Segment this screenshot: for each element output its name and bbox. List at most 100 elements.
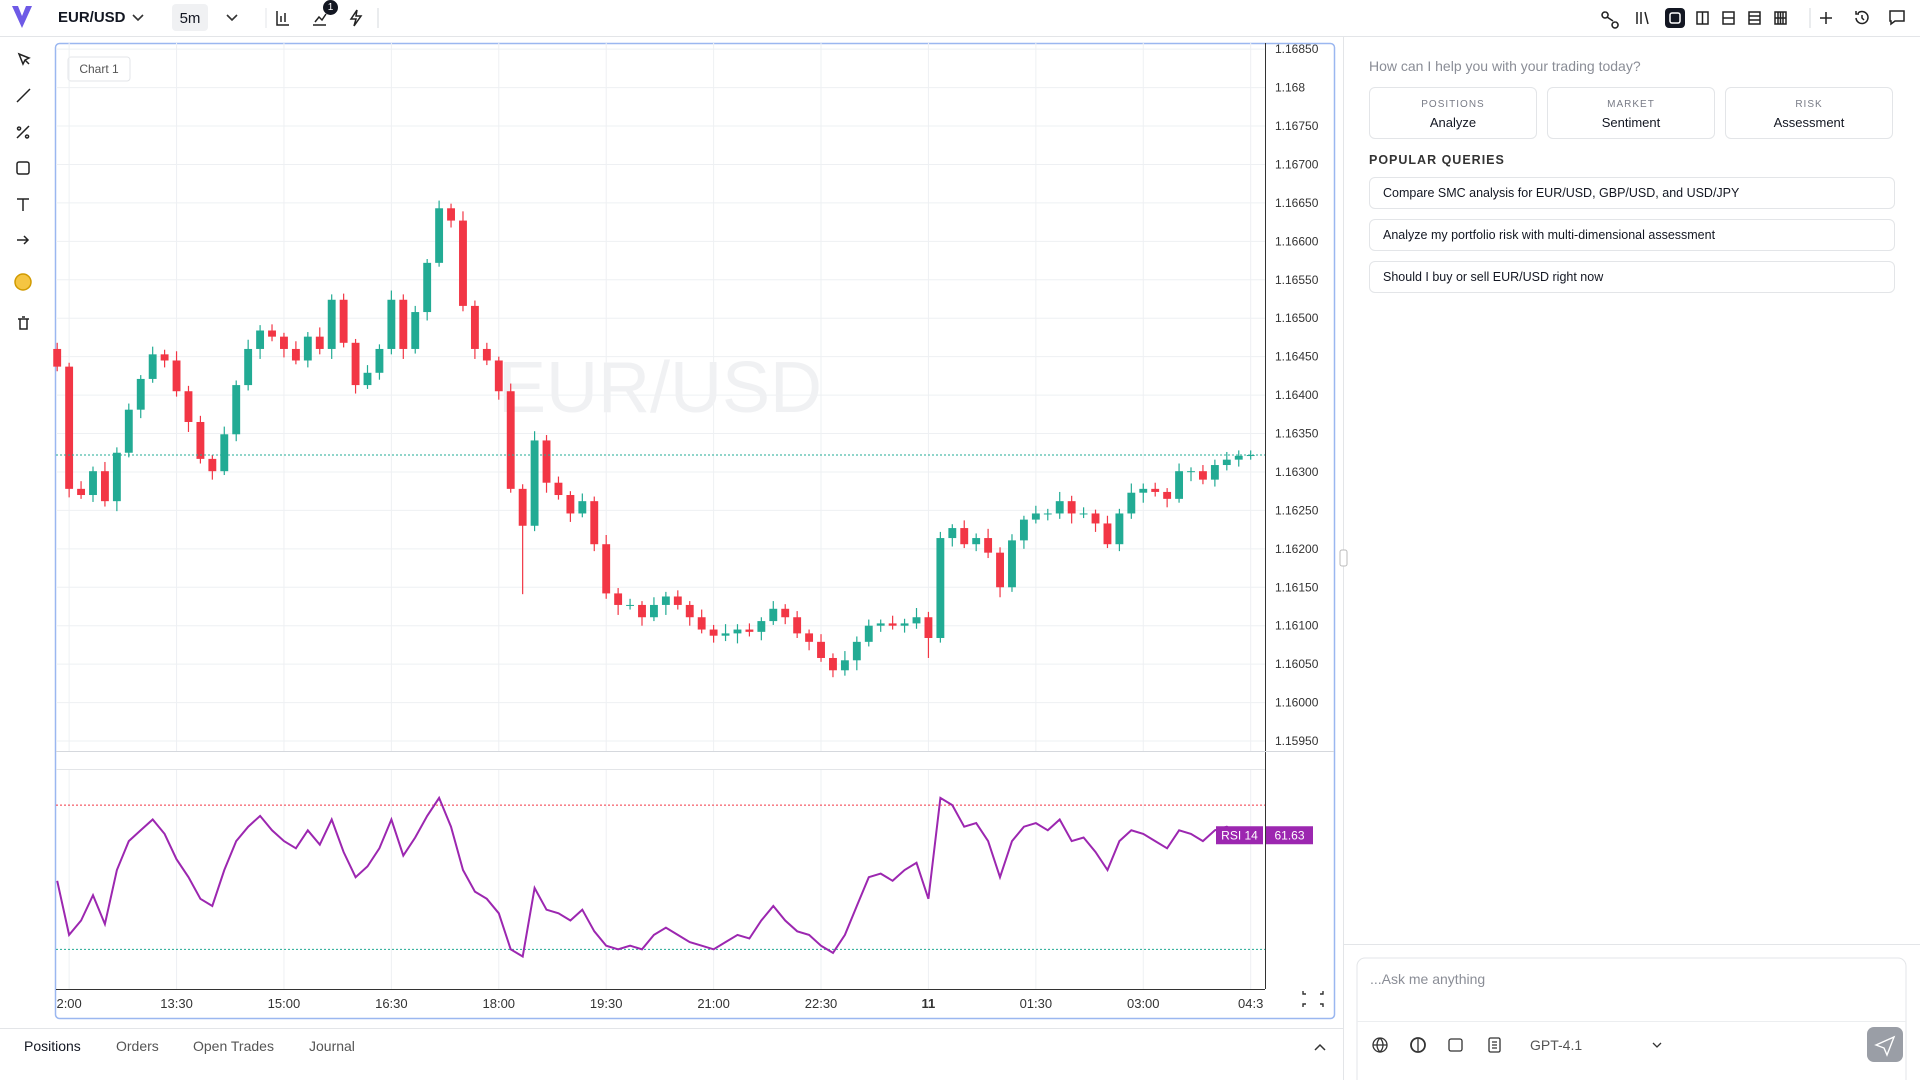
candle-body (232, 385, 241, 435)
drawing-tools (14, 52, 32, 330)
y-tick-label: 1.16100 (1275, 619, 1319, 633)
tab[interactable]: Orders (116, 1038, 159, 1054)
card[interactable]: RISK Assessment (1725, 87, 1893, 139)
interval[interactable]: 5m (179, 10, 201, 27)
card[interactable]: POSITIONS Analyze (1369, 87, 1537, 139)
layout-3row[interactable] (1748, 11, 1761, 25)
x-tick-label: 18:00 (483, 996, 516, 1011)
candle-body (685, 604, 694, 618)
brain-icon[interactable] (1410, 1037, 1426, 1053)
tab[interactable]: Open Trades (193, 1038, 274, 1054)
trash-tool[interactable] (18, 316, 29, 330)
interval-box[interactable] (172, 4, 208, 31)
x-tick-label: 19:30 (590, 996, 623, 1011)
candle-body (1055, 501, 1064, 514)
query[interactable]: Should I buy or sell EUR/USD right now (1369, 261, 1895, 293)
candle-body (399, 299, 408, 349)
candle-body (411, 312, 420, 349)
input-box[interactable] (1356, 957, 1907, 1080)
model-select[interactable]: GPT-4.1 (1530, 1037, 1583, 1053)
y-tick-label: 1.16700 (1275, 157, 1319, 171)
send-button[interactable] (1867, 1027, 1903, 1062)
emoji-tool[interactable] (14, 273, 32, 291)
layout-single-active[interactable] (1665, 8, 1685, 28)
cursor-tool[interactable] (17, 52, 31, 66)
candle-body (160, 354, 169, 361)
candle-body (1187, 471, 1195, 473)
y-tick-label: 1.16500 (1275, 311, 1319, 325)
panel-toggle[interactable] (1314, 1043, 1326, 1051)
fib-tool[interactable] (16, 125, 30, 139)
candle-body (1091, 513, 1100, 524)
card-title: Sentiment (1601, 115, 1661, 130)
candle-body (1222, 459, 1231, 466)
chat-icon[interactable] (1889, 10, 1905, 26)
rect-tool[interactable] (16, 161, 30, 175)
candle-body (112, 452, 121, 502)
candle-body (948, 528, 957, 539)
indicators-icon[interactable] (313, 13, 327, 26)
candle-body (673, 596, 682, 605)
candle-body (578, 501, 587, 514)
y-tick-label: 1.16600 (1275, 234, 1319, 248)
candle-body (638, 604, 646, 618)
candle-body (1246, 455, 1255, 457)
candle-body (793, 617, 802, 634)
y-tick-label: 1.16150 (1275, 580, 1319, 594)
indicator-value: 61.63 (1274, 828, 1304, 842)
candle-body (769, 608, 778, 622)
image-icon[interactable] (1448, 1038, 1463, 1052)
splitter[interactable] (1339, 549, 1348, 567)
fullscreen-icon[interactable] (1302, 991, 1324, 1007)
tab[interactable]: Journal (309, 1038, 355, 1054)
card-kicker: RISK (1795, 99, 1823, 110)
candle-body (554, 482, 563, 496)
x-tick-label: 01:30 (1020, 996, 1053, 1011)
candle-body (996, 552, 1004, 588)
card[interactable]: MARKET Sentiment (1547, 87, 1715, 139)
candle-body (864, 625, 873, 642)
candle-body (1019, 519, 1028, 541)
chart-type-icon[interactable] (276, 11, 289, 26)
candle-body (220, 434, 229, 472)
symbol-chevron[interactable] (132, 14, 144, 22)
candle-body (960, 528, 969, 545)
candle-body (53, 348, 62, 367)
candle-body (423, 262, 432, 313)
candle-body (208, 458, 217, 472)
model-chevron[interactable] (1652, 1042, 1662, 1048)
candle-body (924, 617, 933, 638)
interval-chevron[interactable] (226, 14, 238, 22)
candle-body (602, 544, 611, 594)
library-icon[interactable] (1636, 11, 1649, 25)
chart-frame[interactable] (54, 42, 1336, 1020)
compare-icon[interactable] (1601, 11, 1619, 29)
candle-body (291, 348, 300, 361)
candle-body (900, 623, 909, 626)
input-placeholder[interactable]: ...Ask me anything (1370, 971, 1486, 987)
alerts-icon[interactable] (349, 9, 363, 27)
text-tool[interactable] (17, 198, 29, 211)
candle-body (661, 596, 670, 605)
line-tool[interactable] (16, 88, 31, 103)
tab[interactable]: Positions (24, 1038, 81, 1054)
candle-body (148, 354, 157, 379)
candle-body (268, 330, 276, 337)
arrow-tool[interactable] (17, 235, 30, 245)
layout-2col[interactable] (1696, 11, 1709, 25)
layout-grid[interactable] (1774, 11, 1787, 25)
symbol[interactable]: EUR/USD (58, 9, 126, 26)
candle-body (1043, 513, 1052, 515)
y-tick-label: 1.16850 (1275, 42, 1319, 56)
candle-body (649, 604, 658, 618)
logo[interactable] (12, 6, 32, 28)
query[interactable]: Compare SMC analysis for EUR/USD, GBP/US… (1369, 177, 1895, 209)
add-icon[interactable] (1820, 12, 1832, 24)
layout-2row[interactable] (1722, 11, 1735, 25)
queries-title: POPULAR QUERIES (1369, 153, 1505, 167)
candle-body (697, 617, 706, 630)
candle-body (733, 629, 742, 634)
query[interactable]: Analyze my portfolio risk with multi-dim… (1369, 219, 1895, 251)
history-icon[interactable] (1855, 10, 1869, 25)
doc-icon[interactable] (1488, 1037, 1501, 1053)
